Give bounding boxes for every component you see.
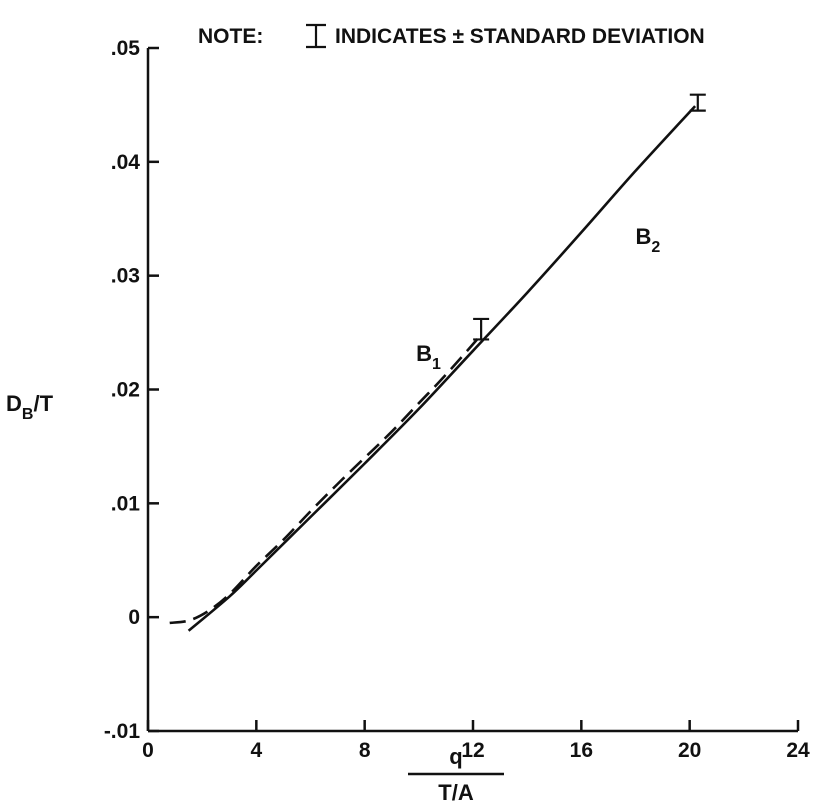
error-bar [473,317,490,341]
y-tick-label: -.01 [104,720,141,743]
x-ticks: 0 4 8 12 16 20 24 [142,720,810,762]
series-label: B2 [636,224,661,256]
note-prefix: NOTE: [198,25,263,48]
x-tick-label: 16 [570,739,593,762]
y-tick-label: .01 [111,492,141,515]
y-tick-label: .05 [111,37,141,60]
axes [146,48,798,733]
note-text: INDICATES ± STANDARD DEVIATION [335,25,705,48]
series-label: B1 [416,341,441,373]
x-axis-label: q T/A [408,744,504,805]
x-tick-label: 0 [142,739,154,762]
y-tick-label: .02 [111,379,140,402]
series-line [169,334,483,625]
note: NOTE: INDICATES ± STANDARD DEVIATION [198,23,705,49]
y-tick-label: .04 [111,151,141,174]
error-bar-symbol-icon [306,23,326,49]
y-tick-label: 0 [128,606,140,629]
y-tick-label: .03 [111,265,140,288]
x-tick-label: 4 [250,739,262,762]
x-axis-label-denominator: T/A [438,780,474,805]
x-tick-label: 12 [461,739,484,762]
error-bar [689,93,706,112]
series-line [187,105,697,632]
series-b2: B2 [187,93,706,632]
y-axis-label: DB/T [6,391,54,423]
x-tick-label: 8 [359,739,371,762]
x-axis-label-numerator: q [449,744,462,769]
y-ticks: -.01 0 .01 .02 .03 .04 .05 [104,37,159,743]
x-tick-label: 24 [786,739,810,762]
x-tick-label: 20 [678,739,701,762]
series-b1: B1 [169,317,490,625]
series-layer: B1 B2 [169,93,706,632]
